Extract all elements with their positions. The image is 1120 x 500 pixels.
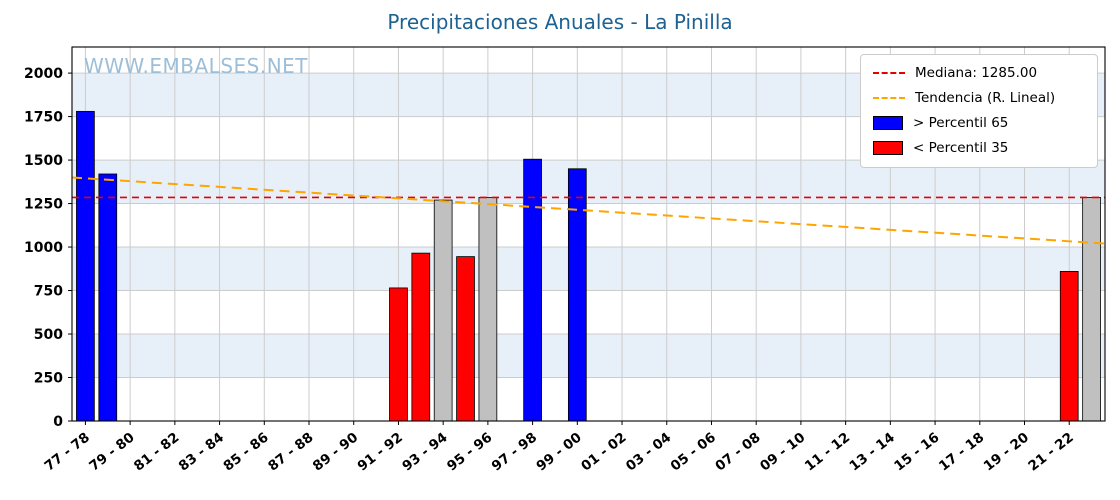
legend-patch-swatch-icon: [873, 141, 903, 155]
legend-line-swatch-icon: [873, 97, 905, 99]
y-tick-label: 500: [34, 327, 63, 343]
y-tick-label: 0: [53, 414, 63, 430]
bar-94-95: [456, 256, 475, 422]
bar-77-78: [76, 110, 95, 422]
legend-line-swatch-icon: [873, 72, 905, 74]
legend-item: Tendencia (R. Lineal): [873, 89, 1085, 107]
bar-21-22: [1059, 270, 1079, 422]
legend-label: < Percentil 35: [913, 140, 1009, 156]
x-tick-label: 15 - 16: [891, 430, 942, 475]
legend-label: Mediana: 1285.00: [915, 65, 1038, 81]
legend-item: < Percentil 35: [873, 139, 1085, 157]
bar-22-23: [1082, 197, 1101, 422]
chart-title: Precipitaciones Anuales - La Pinilla: [387, 10, 733, 34]
y-tick-label: 250: [34, 371, 63, 387]
legend-item: > Percentil 65: [873, 114, 1085, 132]
y-tick-label: 1000: [24, 240, 63, 256]
x-tick-label: 07 - 08: [712, 430, 763, 475]
x-tick-label: 97 - 98: [489, 430, 540, 475]
y-tick-label: 1500: [24, 153, 63, 169]
bar-91-92: [389, 287, 408, 422]
bar-99-00: [567, 168, 587, 422]
x-tick-label: 93 - 94: [399, 430, 450, 475]
legend-label: Tendencia (R. Lineal): [915, 90, 1056, 106]
bar-92-93: [411, 252, 431, 422]
x-tick-label: 13 - 14: [847, 430, 898, 475]
trend-line: [71, 176, 1106, 245]
watermark: WWW.EMBALSES.NET: [84, 54, 309, 78]
legend-patch-swatch-icon: [873, 116, 903, 130]
plot-band: [72, 247, 1105, 291]
y-tick-label: 1750: [24, 110, 63, 126]
x-tick-label: 17 - 18: [936, 430, 987, 475]
x-tick-label: 77 - 78: [42, 430, 93, 475]
legend-item: Mediana: 1285.00: [873, 64, 1085, 82]
x-tick-label: 11 - 12: [802, 430, 853, 475]
bar-95-96: [478, 197, 498, 422]
x-tick-label: 99 - 00: [534, 430, 585, 475]
legend-label: > Percentil 65: [913, 115, 1009, 131]
x-tick-label: 79 - 80: [86, 430, 137, 475]
x-tick-label: 21 - 22: [1025, 430, 1076, 475]
x-tick-label: 83 - 84: [176, 430, 227, 475]
x-tick-label: 91 - 92: [355, 430, 406, 475]
plot-border: [71, 46, 1106, 422]
x-tick-label: 03 - 04: [623, 430, 674, 475]
x-tick-label: 89 - 90: [310, 430, 361, 475]
x-tick-label: 01 - 02: [578, 430, 629, 475]
y-tick-label: 1250: [24, 197, 63, 213]
bar-78-79: [98, 173, 118, 422]
x-tick-label: 81 - 82: [131, 430, 182, 475]
legend: Mediana: 1285.00 Tendencia (R. Lineal) > P…: [860, 54, 1098, 168]
x-tick-label: 05 - 06: [668, 430, 719, 475]
x-tick-label: 19 - 20: [981, 430, 1032, 475]
y-tick-label: 750: [34, 284, 63, 300]
bar-93-94: [433, 199, 453, 422]
x-tick-label: 95 - 96: [444, 430, 495, 475]
x-tick-label: 87 - 88: [265, 430, 316, 475]
plot-band: [72, 334, 1105, 378]
bar-97-98: [523, 158, 542, 422]
y-tick-label: 2000: [24, 66, 63, 82]
x-tick-label: 85 - 86: [220, 430, 271, 475]
x-tick-label: 09 - 10: [757, 430, 808, 475]
